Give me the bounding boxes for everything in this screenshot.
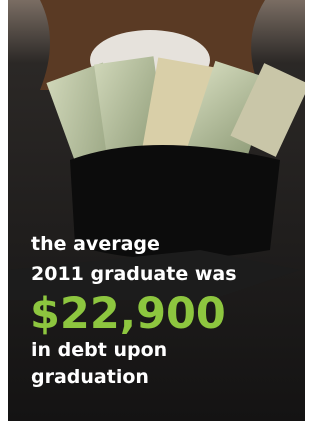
amount: $22,900 xyxy=(30,289,226,339)
caption-line: 2011 graduate was xyxy=(31,263,237,285)
caption-line: the average xyxy=(31,233,160,255)
caption-line: graduation xyxy=(31,366,149,388)
page: the average 2011 graduate was $22,900 in… xyxy=(0,0,305,421)
infographic: the average 2011 graduate was $22,900 in… xyxy=(0,0,305,421)
caption-line: in debt upon xyxy=(31,339,167,361)
